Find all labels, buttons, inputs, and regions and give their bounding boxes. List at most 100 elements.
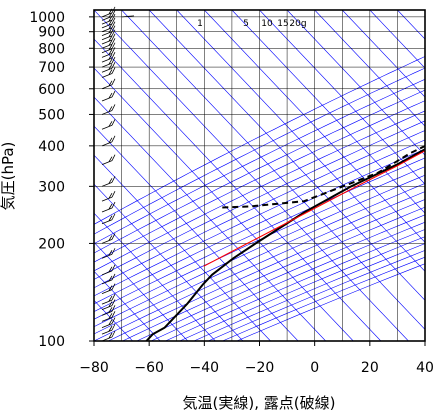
wind-barb (101, 67, 113, 73)
isotherm-line (94, 212, 216, 341)
wind-barb-flag (111, 67, 116, 74)
wind-barb-flag (108, 137, 113, 144)
wind-barb-flag (111, 90, 116, 98)
wind-barb (101, 141, 113, 147)
wind-barb (101, 181, 113, 187)
isotherm-line (121, 10, 425, 330)
wind-barb-flag (111, 33, 116, 41)
dry-adiabat-line (94, 139, 425, 297)
wind-barb-flag (108, 58, 113, 65)
wind-barb (101, 73, 113, 78)
isotherm-line (176, 10, 425, 272)
wind-barb-flag (111, 51, 116, 59)
y-tick-label: 100 (38, 334, 65, 350)
wind-barb-flag (108, 12, 113, 18)
wind-barb-flag (111, 10, 116, 17)
mixing-ratio-label: 10 (261, 19, 273, 29)
y-tick-label: 600 (38, 82, 65, 98)
wind-barb-flag (111, 78, 116, 85)
wind-barb-flag (108, 275, 113, 282)
wind-barb-flag (108, 319, 113, 325)
wind-barb-flag (108, 178, 113, 184)
wind-barb-flag (111, 62, 116, 69)
wind-barb-flag (108, 63, 113, 70)
wind-barb-flag (108, 301, 113, 307)
wind-barb-flag (111, 299, 116, 306)
isotherm-line (259, 10, 425, 185)
wind-barb (101, 253, 113, 259)
wind-barb-flag (111, 25, 116, 32)
wind-barb (101, 23, 113, 29)
wind-barb-flag (108, 235, 113, 241)
wind-barb-flag (111, 42, 116, 49)
wind-barb-flag (111, 273, 116, 281)
wind-barb (121, 15, 135, 18)
x-axis-title: 気温(実線), 露点(破線) (183, 394, 336, 412)
wind-barb (101, 48, 113, 54)
dry-adiabat-line (94, 174, 425, 327)
y-tick-label: 800 (38, 41, 65, 57)
isotherm-line (94, 38, 382, 341)
wind-barb (101, 316, 113, 322)
wind-barb-flag (108, 325, 113, 332)
wind-barb-flag (111, 38, 116, 45)
wind-barb-flag (108, 266, 113, 273)
wind-barb (101, 52, 113, 58)
isotherm-line (148, 10, 425, 301)
wind-barb (101, 219, 113, 225)
wind-barb-flag (108, 203, 113, 210)
wind-barb-flag (108, 307, 113, 313)
x-tick-label: −80 (79, 360, 109, 376)
wind-barb (101, 124, 113, 130)
wind-barb-flag (111, 233, 116, 240)
wind-barb-flag (108, 192, 113, 199)
y-tick-label: 400 (38, 139, 65, 155)
wind-barb-flag (108, 15, 113, 22)
wind-barb-flag (111, 311, 116, 318)
wind-barb (101, 279, 113, 285)
wind-barb-flag (108, 49, 113, 55)
isotherm-line (231, 10, 425, 214)
isotherm-line (314, 10, 425, 127)
mixing-ratio-label: 20g (289, 19, 306, 29)
profile-lines (145, 144, 425, 341)
wind-barb-flag (111, 248, 116, 255)
dry-adiabat-line (94, 130, 425, 289)
dry-adiabat-line (94, 183, 425, 335)
wind-barb-flag (111, 293, 116, 301)
wind-barb-flag (111, 21, 116, 28)
wind-barb (101, 207, 113, 213)
wind-barb (101, 310, 113, 316)
dry-adiabat-line (94, 166, 425, 320)
wind-barb (101, 19, 113, 25)
wind-barb-flag (111, 154, 116, 161)
wind-barb-flag (111, 264, 116, 272)
isotherm-line (94, 125, 299, 341)
wind-barb-flag (108, 80, 113, 86)
grid-lines (94, 10, 425, 341)
dry-adiabat-line (94, 148, 425, 305)
mixing-ratio-label: 15 (277, 19, 288, 29)
x-tick-label: 20 (361, 360, 379, 376)
isotherm-line (94, 241, 189, 341)
wind-barb-flag (111, 323, 116, 331)
wind-barb-flag (108, 285, 113, 291)
isotherm-line (94, 67, 354, 341)
wind-barb-flag (108, 250, 113, 256)
wind-barb (101, 299, 113, 305)
wind-barb-flag (108, 313, 113, 319)
wind-barb-flag (108, 35, 113, 42)
wind-barb (101, 12, 113, 18)
wind-barb (101, 110, 113, 115)
wind-barb-flag (108, 156, 113, 162)
wind-barbs (101, 6, 135, 342)
wind-barb-flag (111, 29, 116, 36)
wind-barb (101, 239, 113, 244)
wind-barb (101, 323, 113, 328)
wind-barb-flag (111, 13, 116, 21)
dry-adiabat-line (94, 100, 425, 263)
isotherm-line (204, 10, 425, 243)
isotherm-line (94, 270, 161, 341)
wind-barb (101, 39, 113, 45)
